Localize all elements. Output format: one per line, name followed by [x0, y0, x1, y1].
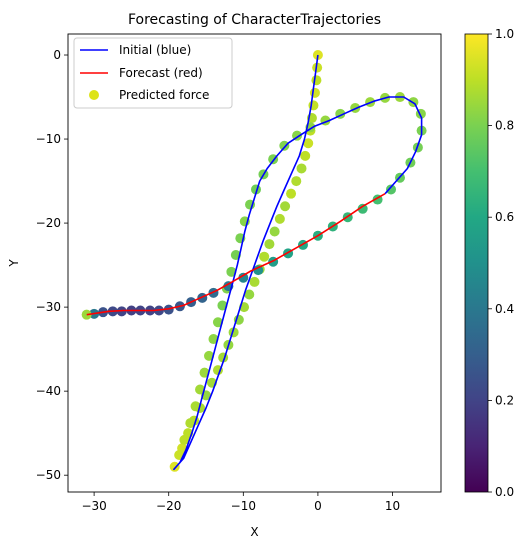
line-layer [86, 54, 423, 471]
legend: Initial (blue) Forecast (red) Predicted … [73, 37, 233, 109]
force-point [264, 239, 275, 250]
y-tick-label: 0 [53, 48, 61, 62]
colorbar-tick-label: 0.0 [495, 485, 514, 499]
force-point [249, 276, 260, 287]
force-point [217, 300, 228, 311]
force-point [185, 418, 196, 429]
force-point [169, 461, 180, 472]
x-axis: −30 −20 −10 0 10 [81, 492, 400, 513]
force-point [386, 184, 397, 195]
force-point [300, 150, 311, 161]
force-point [195, 384, 206, 395]
y-tick-label: −20 [36, 216, 61, 230]
force-point [309, 87, 320, 98]
plot-area-frame [67, 33, 442, 493]
force-point [274, 213, 285, 224]
force-point [269, 226, 280, 237]
y-tick-label: −40 [36, 384, 61, 398]
force-point [190, 401, 201, 412]
colorbar-tick-label: 1.0 [495, 27, 514, 41]
force-point [312, 62, 323, 73]
x-tick-label: 10 [385, 499, 400, 513]
force-point [303, 138, 314, 149]
legend-marker-force [89, 90, 99, 100]
force-point [279, 140, 290, 151]
force-point [203, 350, 214, 361]
force-point [208, 334, 219, 345]
x-tick-label: −10 [231, 499, 256, 513]
force-point [226, 266, 237, 277]
force-point [296, 163, 307, 174]
colorbar-tick-label: 0.2 [495, 393, 514, 407]
force-point [81, 309, 92, 320]
y-tick-label: −10 [36, 132, 61, 146]
force-point [179, 434, 190, 445]
y-axis: 0 −10 −20 −30 −40 −50 [36, 48, 68, 482]
force-point [253, 265, 264, 276]
legend-frame [73, 37, 233, 109]
legend-label-force: Predicted force [119, 88, 209, 102]
x-tick-label: −20 [156, 499, 181, 513]
force-point [357, 203, 368, 214]
force-point [291, 176, 302, 187]
colorbar-ticks: 0.0 0.2 0.4 0.6 0.8 1.0 [488, 27, 514, 499]
legend-label-initial: Initial (blue) [119, 43, 191, 57]
force-point [259, 251, 270, 262]
force-point [286, 188, 297, 199]
chart-title: Forecasting of CharacterTrajectories [128, 12, 381, 28]
force-point [238, 272, 249, 283]
force-point [311, 75, 322, 86]
scatter-layer [81, 50, 427, 472]
y-tick-label: −50 [36, 468, 61, 482]
colorbar-tick-label: 0.4 [495, 302, 514, 316]
force-point [280, 201, 291, 212]
y-axis-label: Y [7, 259, 21, 268]
colorbar-tick-label: 0.6 [495, 210, 514, 224]
colorbar-gradient [464, 33, 489, 493]
x-tick-label: 0 [314, 499, 322, 513]
x-axis-label: X [250, 525, 258, 539]
colorbar: 0.0 0.2 0.4 0.6 0.8 1.0 [464, 27, 514, 499]
initial-line [173, 54, 423, 471]
forecast-line [86, 193, 386, 316]
force-point [244, 289, 255, 300]
legend-label-forecast: Forecast (red) [119, 66, 203, 80]
colorbar-tick-label: 0.8 [495, 119, 514, 133]
force-point [163, 304, 174, 315]
force-point [199, 367, 210, 378]
y-tick-label: −30 [36, 300, 61, 314]
force-point [212, 317, 223, 328]
x-tick-label: −30 [81, 499, 106, 513]
